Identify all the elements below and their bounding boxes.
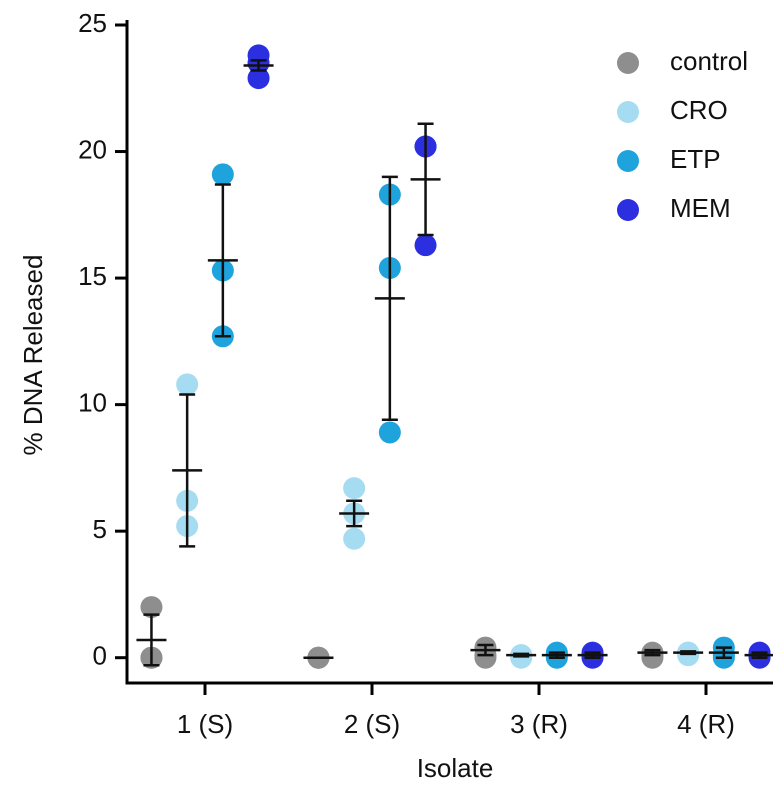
y-tick-label: 10 <box>78 387 107 417</box>
legend-marker <box>617 52 639 74</box>
data-point <box>140 596 163 619</box>
y-tick-label: 15 <box>78 261 107 291</box>
data-point <box>414 234 437 257</box>
legend-label: ETP <box>670 144 721 174</box>
legend-marker <box>617 199 639 221</box>
data-point <box>378 421 401 444</box>
data-point <box>247 67 270 90</box>
data-point <box>176 373 199 396</box>
legend-label: control <box>670 46 748 76</box>
legend-label: MEM <box>670 193 731 223</box>
x-tick-label: 4 (R) <box>677 709 735 739</box>
data-point <box>474 646 497 669</box>
legend-label: CRO <box>670 95 728 125</box>
y-tick-label: 5 <box>93 514 107 544</box>
legend-marker <box>617 101 639 123</box>
y-tick-label: 0 <box>93 641 107 671</box>
data-point <box>343 477 366 500</box>
legend-marker <box>617 150 639 172</box>
data-point <box>343 527 366 550</box>
x-tick-label: 2 (S) <box>344 709 400 739</box>
data-point <box>510 646 533 669</box>
data-point <box>211 163 234 186</box>
y-axis-title: % DNA Released <box>18 255 48 456</box>
x-axis-title: Isolate <box>417 753 494 783</box>
y-tick-label: 25 <box>78 8 107 38</box>
data-point <box>677 644 700 667</box>
y-tick-label: 20 <box>78 134 107 164</box>
x-tick-label: 3 (R) <box>510 709 568 739</box>
x-tick-label: 1 (S) <box>177 709 233 739</box>
